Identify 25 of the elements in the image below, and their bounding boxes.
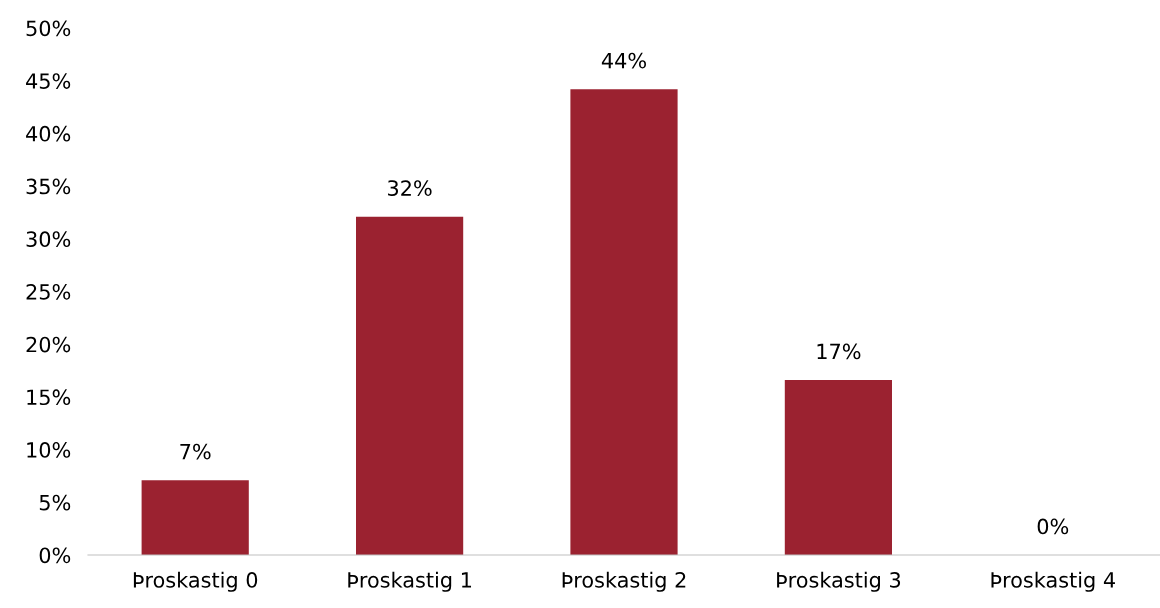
y-tick-label: 0% — [39, 547, 71, 564]
x-tick-label: Þroskastig 4 — [991, 571, 1115, 592]
y-tick-label: 20% — [26, 336, 71, 353]
y-tick-label: 30% — [26, 231, 71, 248]
y-tick-label: 5% — [39, 494, 71, 511]
bar — [570, 89, 678, 555]
data-label: 0% — [1037, 518, 1069, 535]
bar — [784, 380, 892, 555]
x-tick-label: Þroskastig 2 — [562, 571, 686, 592]
data-label: 44% — [601, 52, 646, 69]
bar — [356, 216, 464, 555]
x-tick-label: Þroskastig 1 — [348, 571, 472, 592]
data-label: 32% — [388, 180, 432, 196]
y-tick-label: 40% — [26, 125, 71, 142]
y-tick-label: 35% — [26, 178, 71, 195]
y-tick-label: 15% — [27, 389, 71, 406]
y-tick-label: 50% — [26, 20, 71, 37]
y-tick-label: 10% — [27, 442, 71, 458]
y-tick-label: 45% — [26, 73, 71, 89]
x-tick-label: Þroskastig 0 — [133, 571, 258, 592]
bar — [141, 480, 249, 555]
y-tick-label: 25% — [26, 283, 71, 300]
data-label: 7% — [180, 443, 211, 460]
data-label: 17% — [817, 343, 861, 360]
x-tick-label: Þroskastig 3 — [777, 571, 901, 592]
